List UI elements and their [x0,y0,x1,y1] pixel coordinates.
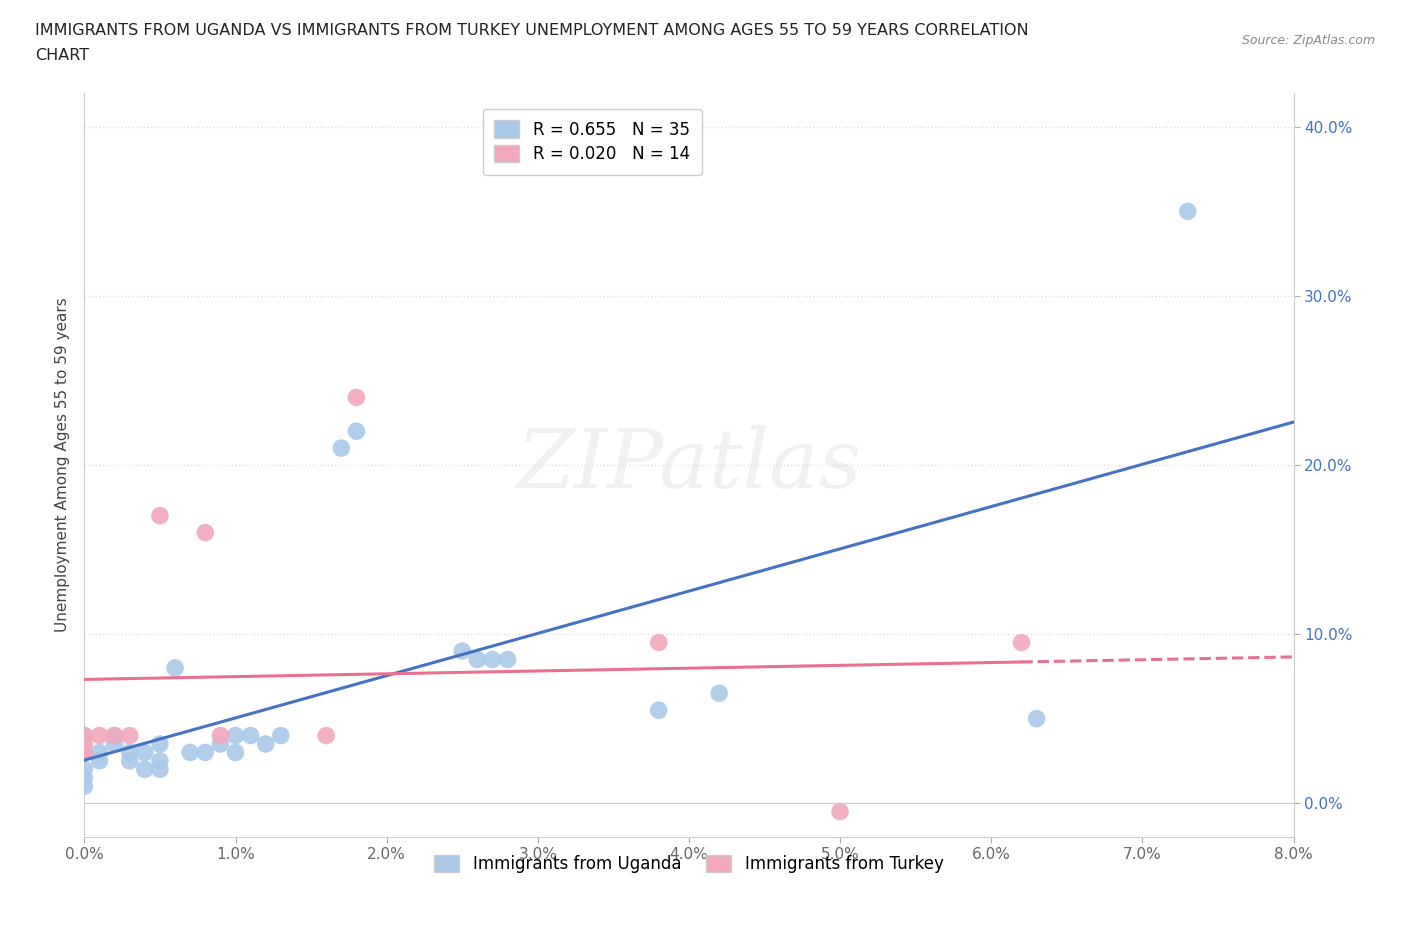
Point [134,762,156,777]
Point [118,745,141,760]
Point [709,685,731,700]
Y-axis label: Unemployment Among Ages 55 to 59 years: Unemployment Among Ages 55 to 59 years [55,298,70,632]
Point [451,644,474,658]
Point [73,745,96,760]
Text: Source: ZipAtlas.com: Source: ZipAtlas.com [1241,34,1375,47]
Point [165,660,187,675]
Point [118,728,141,743]
Point [209,737,232,751]
Point [149,737,172,751]
Point [194,525,217,540]
Point [330,441,353,456]
Point [254,737,277,751]
Text: ZIPatlas: ZIPatlas [516,425,862,505]
Point [89,728,111,743]
Point [149,762,172,777]
Point [467,652,489,667]
Point [149,509,172,524]
Point [239,728,262,743]
Point [73,770,96,785]
Text: IMMIGRANTS FROM UGANDA VS IMMIGRANTS FROM TURKEY UNEMPLOYMENT AMONG AGES 55 TO 5: IMMIGRANTS FROM UGANDA VS IMMIGRANTS FRO… [35,23,1029,38]
Point [648,703,671,718]
Point [104,737,127,751]
Point [648,635,671,650]
Point [73,728,96,743]
Point [1177,204,1199,219]
Point [1011,635,1033,650]
Point [73,737,96,751]
Point [1025,711,1047,726]
Legend: Immigrants from Uganda, Immigrants from Turkey: Immigrants from Uganda, Immigrants from … [423,843,955,884]
Point [194,745,217,760]
Point [118,753,141,768]
Point [481,652,503,667]
Point [89,753,111,768]
Text: CHART: CHART [35,48,89,63]
Point [73,762,96,777]
Point [315,728,337,743]
Point [179,745,201,760]
Point [346,390,368,405]
Point [225,728,247,743]
Point [496,652,519,667]
Point [73,778,96,793]
Point [270,728,292,743]
Point [104,728,127,743]
Point [149,753,172,768]
Point [73,745,96,760]
Point [89,745,111,760]
Point [346,424,368,439]
Point [830,804,852,819]
Point [134,745,156,760]
Point [104,728,127,743]
Point [73,728,96,743]
Point [225,745,247,760]
Point [209,728,232,743]
